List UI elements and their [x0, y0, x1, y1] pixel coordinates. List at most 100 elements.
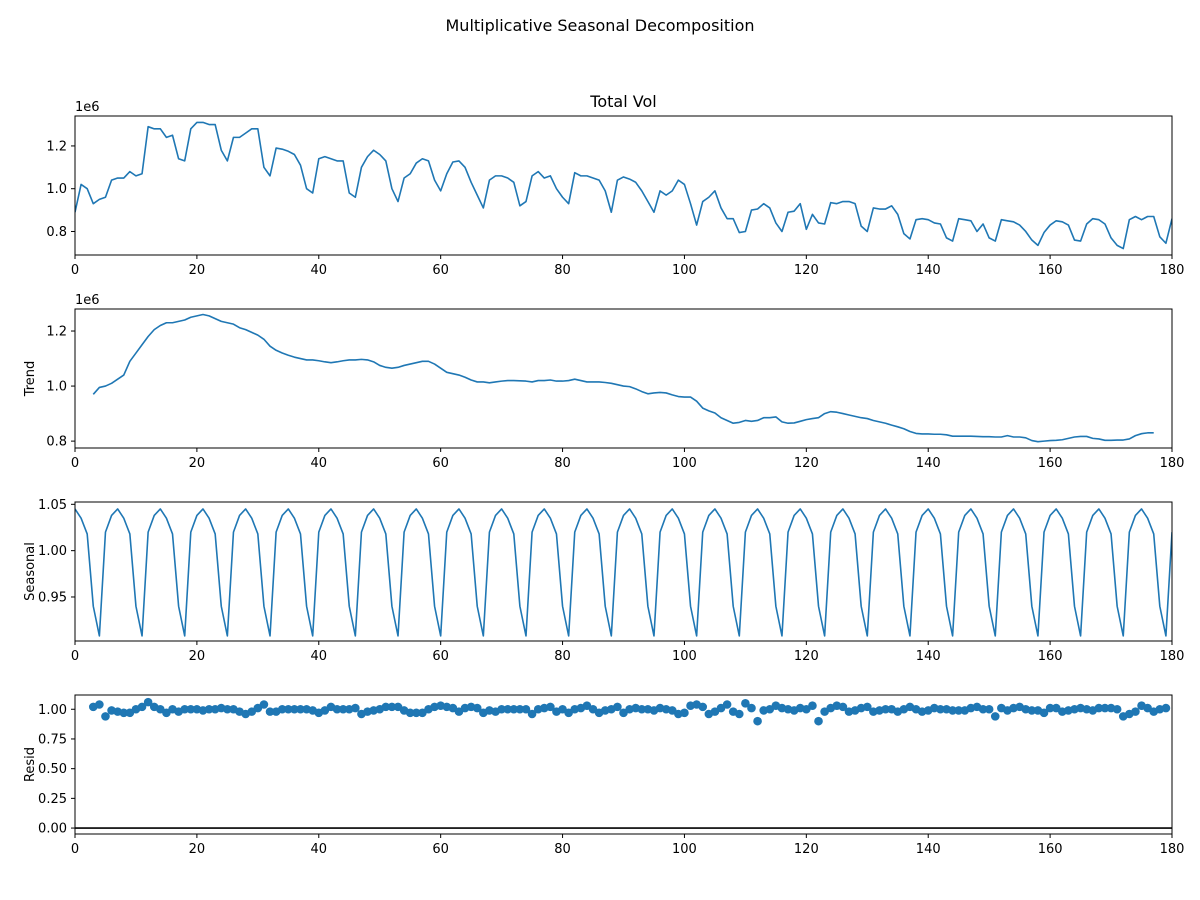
- resid-point: [862, 702, 872, 712]
- x-tick-label: 60: [432, 649, 449, 664]
- resid-axes-frame: [74, 694, 1173, 835]
- x-tick-label: 20: [189, 263, 206, 278]
- resid-point: [95, 700, 104, 709]
- x-tick-label: 160: [1038, 456, 1063, 471]
- x-tick-label: 60: [432, 263, 449, 278]
- resid-point: [515, 704, 525, 714]
- y-tick-label: 1.00: [38, 544, 67, 559]
- x-tick-label: 0: [71, 263, 79, 278]
- resid-point: [497, 704, 506, 714]
- resid-point: [722, 700, 732, 709]
- x-tick-label: 80: [554, 456, 571, 471]
- x-tick-label: 40: [311, 649, 328, 664]
- x-tick-label: 120: [794, 263, 819, 278]
- x-tick-label: 60: [432, 842, 449, 857]
- resid-point: [1112, 704, 1122, 714]
- x-tick-label: 0: [71, 649, 79, 664]
- observed-axes-frame: [74, 115, 1173, 256]
- resid-point: [1094, 703, 1104, 713]
- resid-point: [290, 704, 299, 714]
- seasonal-data: [75, 508, 1172, 637]
- resid-point: [948, 706, 957, 715]
- x-tick-label: 0: [71, 456, 79, 471]
- resid-point: [332, 704, 342, 714]
- x-tick-label: 120: [794, 456, 819, 471]
- x-tick-label: 180: [1160, 842, 1185, 857]
- x-tick-label: 60: [432, 456, 449, 471]
- y-tick-label: 1.2: [46, 139, 67, 154]
- figure-suptitle: Multiplicative Seasonal Decomposition: [446, 16, 755, 35]
- resid-point: [954, 706, 963, 715]
- seasonal-panel: 0 20 40 60 80 100 120 140 160 180 0.95 1.00 1.05 Seas…: [23, 498, 1184, 664]
- resid-point: [387, 702, 397, 712]
- resid-point: [1131, 707, 1140, 716]
- resid-point: [137, 702, 147, 712]
- x-tick-label: 160: [1038, 263, 1063, 278]
- x-tick-label: 80: [554, 649, 571, 664]
- trend-offset-label: 1e6: [75, 293, 100, 308]
- trend-ylabel: Trend: [23, 361, 38, 398]
- trend-axes-frame: [74, 308, 1173, 449]
- resid-point: [680, 708, 689, 718]
- x-tick-label: 40: [311, 456, 328, 471]
- resid-point: [1100, 703, 1110, 713]
- resid-point: [405, 708, 415, 718]
- resid-point: [521, 704, 531, 714]
- subplot-panels: 0 20 40 60 80 100 120 140 160 180 0.8 1.0 1.2 1e6 Tota…: [23, 92, 1184, 857]
- x-tick-label: 140: [916, 456, 941, 471]
- observed-title: Total Vol: [589, 92, 656, 111]
- x-tick-label: 20: [189, 649, 206, 664]
- resid-point: [978, 704, 988, 714]
- observed-offset-label: 1e6: [75, 100, 100, 115]
- resid-point: [296, 704, 305, 714]
- x-tick-label: 100: [672, 649, 697, 664]
- y-tick-label: 1.00: [38, 703, 67, 718]
- y-tick-label: 0.95: [38, 590, 67, 605]
- x-tick-label: 100: [672, 456, 697, 471]
- resid-point: [838, 702, 848, 712]
- x-tick-label: 80: [554, 263, 571, 278]
- resid-point: [990, 712, 1000, 721]
- trend-panel: 0 20 40 60 80 100 120 140 160 180 0.8 1.0 1.2 1e6 Tren…: [23, 293, 1184, 471]
- resid-point: [1027, 706, 1037, 715]
- resid-point: [613, 702, 622, 712]
- resid-point: [411, 708, 421, 718]
- y-tick-label: 1.05: [38, 498, 67, 513]
- resid-point: [101, 712, 110, 721]
- resid-point: [734, 709, 744, 719]
- seasonal-series-line: [75, 508, 1172, 637]
- y-tick-label: 1.0: [46, 182, 67, 197]
- resid-point: [259, 700, 269, 709]
- resid-point: [1039, 708, 1049, 718]
- x-tick-label: 140: [916, 842, 941, 857]
- y-tick-label: 1.2: [46, 325, 67, 340]
- resid-point: [265, 707, 275, 716]
- resid-point: [753, 716, 762, 726]
- resid-point: [143, 697, 153, 707]
- x-tick-label: 180: [1160, 263, 1185, 278]
- seasonal-axes-frame: [74, 501, 1173, 642]
- x-tick-label: 180: [1160, 456, 1185, 471]
- x-tick-label: 120: [794, 842, 819, 857]
- resid-point: [814, 716, 823, 726]
- resid-point: [284, 704, 293, 714]
- resid-point: [527, 709, 537, 719]
- resid-point: [936, 704, 945, 714]
- resid-point: [1045, 703, 1055, 713]
- resid-point: [204, 704, 214, 714]
- x-tick-label: 40: [311, 263, 328, 278]
- resid-point: [984, 704, 994, 714]
- y-tick-label: 0.00: [38, 822, 67, 837]
- resid-point: [1161, 703, 1171, 713]
- resid-point: [119, 708, 129, 718]
- y-tick-label: 0.75: [38, 732, 67, 747]
- x-tick-label: 140: [916, 649, 941, 664]
- x-tick-label: 160: [1038, 649, 1063, 664]
- x-tick-label: 180: [1160, 649, 1185, 664]
- x-tick-label: 120: [794, 649, 819, 664]
- resid-point: [698, 702, 708, 712]
- resid-point: [277, 704, 287, 714]
- x-tick-label: 20: [189, 456, 206, 471]
- x-tick-label: 80: [554, 842, 571, 857]
